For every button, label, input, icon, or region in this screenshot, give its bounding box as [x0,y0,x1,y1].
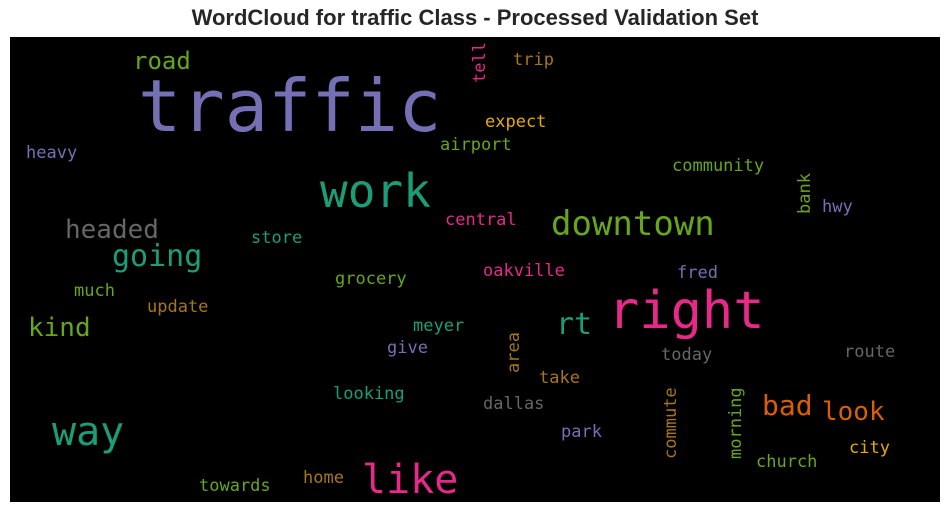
word-downtown: downtown [551,204,715,244]
word-bad: bad [762,389,813,422]
word-park: park [561,422,602,442]
word-route: route [844,342,896,362]
word-road: road [133,47,191,75]
word-look: look [822,397,885,427]
word-tell: tell [470,42,490,83]
word-city: city [849,438,890,458]
word-central: central [445,210,517,230]
word-morning: morning [726,387,746,459]
word-fred: fred [677,263,718,283]
word-grocery: grocery [335,269,407,289]
word-traffic: traffic [138,64,442,148]
word-airport: airport [440,135,512,155]
word-store: store [251,228,303,248]
word-rt: rt [556,307,593,342]
word-way: way [52,409,125,455]
chart-title: WordCloud for traffic Class - Processed … [191,5,759,30]
word-meyer: meyer [413,316,465,336]
word-much: much [74,281,115,301]
word-hwy: hwy [822,197,853,217]
word-expect: expect [485,112,547,132]
word-update: update [147,297,209,317]
word-towards: towards [199,476,271,496]
word-take: take [539,368,580,388]
word-right: right [608,281,765,341]
word-work: work [320,164,431,218]
word-commute: commute [661,387,681,459]
word-home: home [303,468,344,488]
word-dallas: dallas [483,394,545,414]
word-oakville: oakville [483,261,565,281]
word-give: give [387,338,428,358]
word-looking: looking [333,384,405,404]
word-like: like [362,457,459,502]
word-today: today [661,345,713,365]
word-kind: kind [28,313,91,343]
word-going: going [112,239,203,274]
word-headed: headed [65,215,159,245]
word-area: area [504,332,524,373]
word-church: church [756,452,818,472]
word-trip: trip [513,50,554,70]
word-bank: bank [795,173,815,214]
word-heavy: heavy [26,143,78,163]
word-cloud-canvas: traffic right work downtown like way goi… [10,37,940,502]
word-community: community [672,156,765,176]
